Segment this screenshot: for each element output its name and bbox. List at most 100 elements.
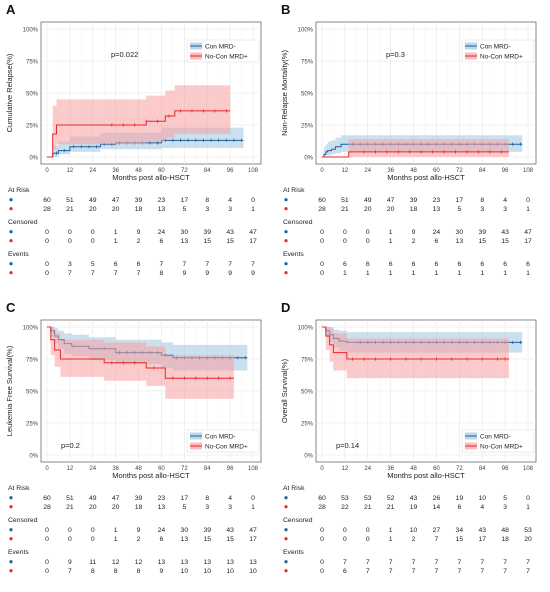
- table-cell: 8: [137, 568, 141, 575]
- x-tick-label: 0: [320, 466, 324, 472]
- table-cell: 7: [503, 568, 507, 575]
- table-cell: 17: [181, 495, 189, 502]
- legend-label: No-Con MRD+: [480, 443, 523, 450]
- table-cell: 28: [43, 504, 51, 511]
- x-tick-label: 0: [45, 466, 49, 472]
- x-tick-label: 0: [45, 168, 49, 174]
- legend-box: [186, 429, 260, 453]
- table-cell: 23: [158, 495, 166, 502]
- table-cell: 7: [68, 568, 72, 575]
- table-cell: 7: [435, 536, 439, 543]
- table-dot-nocon-mrd-pos: [9, 271, 13, 275]
- table-cell: 26: [433, 495, 441, 502]
- table-cell: 6: [503, 261, 507, 268]
- x-tick-label: 36: [387, 466, 394, 472]
- x-tick-label: 12: [67, 168, 74, 174]
- table-dot-nocon-mrd-pos: [9, 569, 13, 573]
- p-value: p=0.022: [111, 50, 138, 59]
- table-cell: 1: [389, 229, 393, 236]
- x-tick-label: 12: [67, 466, 74, 472]
- table-cell: 0: [343, 229, 347, 236]
- table-cell: 1: [412, 270, 416, 277]
- y-axis-label: Non-Relapse Mortality(%): [280, 50, 289, 136]
- y-tick-label: 0%: [304, 454, 313, 460]
- table-cell: 1: [389, 536, 393, 543]
- table-dot-con-mrd-neg: [9, 496, 13, 500]
- table-cell: 53: [364, 495, 372, 502]
- table-cell: 14: [433, 504, 441, 511]
- y-tick-label: 50%: [301, 390, 314, 396]
- table-cell: 3: [480, 206, 484, 213]
- y-tick-label: 100%: [298, 326, 314, 332]
- table-cell: 8: [205, 197, 209, 204]
- table-cell: 39: [478, 229, 486, 236]
- table-cell: 6: [137, 261, 141, 268]
- table-cell: 20: [89, 504, 97, 511]
- table-cell: 23: [433, 197, 441, 204]
- table-cell: 7: [114, 270, 118, 277]
- table-cell: 39: [203, 229, 211, 236]
- table-header: At Risk: [283, 485, 305, 492]
- table-cell: 4: [228, 495, 232, 502]
- table-cell: 28: [318, 206, 326, 213]
- y-tick-label: 50%: [26, 390, 39, 396]
- table-cell: 10: [478, 495, 486, 502]
- confidence-band-nocon-mrd-pos: [322, 139, 509, 157]
- table-cell: 7: [366, 568, 370, 575]
- table-cell: 2: [412, 238, 416, 245]
- legend-box: [186, 39, 260, 63]
- table-cell: 1: [435, 270, 439, 277]
- table-cell: 7: [366, 559, 370, 566]
- table-cell: 18: [135, 504, 143, 511]
- confidence-band-nocon-mrd-pos: [47, 85, 231, 157]
- table-cell: 21: [364, 504, 372, 511]
- table-cell: 17: [524, 238, 532, 245]
- table-cell: 7: [526, 559, 530, 566]
- table-cell: 7: [205, 261, 209, 268]
- table-dot-con-mrd-neg: [9, 230, 13, 234]
- table-cell: 3: [228, 206, 232, 213]
- x-tick-label: 24: [364, 168, 371, 174]
- table-cell: 1: [503, 270, 507, 277]
- table-cell: 8: [205, 495, 209, 502]
- table-cell: 4: [503, 197, 507, 204]
- table-cell: 18: [501, 536, 509, 543]
- table-cell: 17: [249, 238, 257, 245]
- table-cell: 43: [226, 229, 234, 236]
- table-cell: 6: [457, 261, 461, 268]
- table-cell: 7: [251, 261, 255, 268]
- legend-box: [461, 39, 535, 63]
- table-cell: 1: [114, 238, 118, 245]
- table-cell: 1: [251, 504, 255, 511]
- table-cell: 6: [114, 261, 118, 268]
- y-tick-label: 100%: [23, 326, 39, 332]
- x-tick-label: 24: [89, 168, 96, 174]
- table-dot-con-mrd-neg: [284, 528, 288, 532]
- y-tick-label: 100%: [23, 28, 39, 34]
- table-cell: 0: [91, 229, 95, 236]
- table-cell: 0: [45, 568, 49, 575]
- table-cell: 1: [526, 504, 530, 511]
- table-cell: 0: [45, 527, 49, 534]
- table-cell: 13: [433, 206, 441, 213]
- table-cell: 5: [182, 504, 186, 511]
- table-header: Events: [283, 549, 304, 556]
- table-cell: 13: [158, 559, 166, 566]
- table-cell: 1: [526, 270, 530, 277]
- table-cell: 7: [435, 568, 439, 575]
- table-cell: 13: [249, 559, 257, 566]
- table-cell: 1: [114, 229, 118, 236]
- table-cell: 1: [526, 206, 530, 213]
- table-cell: 15: [203, 238, 211, 245]
- table-dot-nocon-mrd-pos: [284, 239, 288, 243]
- x-axis-label: Months post allo-HSCT: [112, 471, 190, 480]
- table-cell: 15: [226, 536, 234, 543]
- table-cell: 10: [410, 527, 418, 534]
- table-cell: 6: [160, 536, 164, 543]
- table-cell: 21: [66, 504, 74, 511]
- table-cell: 0: [526, 495, 530, 502]
- table-header: Censored: [283, 219, 313, 226]
- x-tick-label: 108: [248, 466, 259, 472]
- table-cell: 9: [182, 270, 186, 277]
